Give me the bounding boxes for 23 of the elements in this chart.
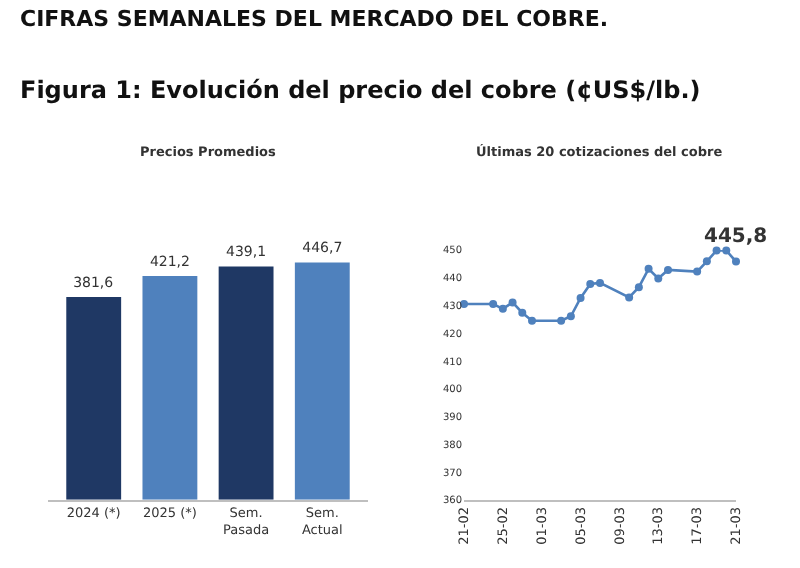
point — [489, 300, 498, 309]
point — [644, 264, 653, 273]
point — [712, 246, 721, 255]
text: Figura 1: Evolución del precio del cobre (¢US$/lb.) — [20, 76, 701, 104]
text: CIFRAS SEMANALES DEL MERCADO DEL COBRE. — [20, 6, 609, 32]
point — [518, 308, 527, 317]
point — [566, 312, 575, 321]
point — [596, 278, 604, 287]
annotation: 445,8 — [704, 226, 768, 248]
point — [498, 304, 507, 313]
point — [654, 274, 663, 283]
point — [664, 265, 672, 274]
point — [528, 316, 536, 325]
point — [557, 316, 566, 325]
point — [693, 267, 702, 276]
point — [634, 283, 643, 292]
point — [722, 246, 731, 255]
point — [586, 280, 595, 289]
point — [702, 257, 711, 266]
point — [732, 257, 740, 266]
point — [625, 293, 634, 302]
point — [576, 293, 585, 302]
point — [508, 298, 517, 307]
